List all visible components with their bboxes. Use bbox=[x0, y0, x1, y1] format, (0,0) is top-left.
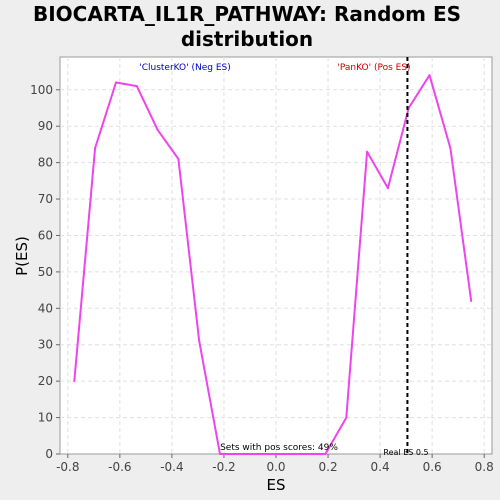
x-tick-label: 0.0 bbox=[266, 460, 285, 474]
chart-title-line-1: BIOCARTA_IL1R_PATHWAY: Random ES bbox=[33, 2, 461, 26]
data-point bbox=[94, 147, 97, 150]
es-distribution-line bbox=[73, 74, 473, 455]
data-point bbox=[281, 453, 284, 455]
data-point bbox=[219, 453, 222, 455]
x-tick-label: 0.6 bbox=[423, 460, 442, 474]
pos-scores-annotation: Sets with pos scores: 49% bbox=[220, 443, 338, 453]
y-tick-label: 100 bbox=[30, 83, 53, 97]
y-tick-label: 50 bbox=[38, 265, 53, 279]
data-point bbox=[449, 147, 452, 150]
x-tick-label: -0.4 bbox=[160, 460, 183, 474]
data-point bbox=[156, 128, 159, 131]
chart-title-line-2: distribution bbox=[181, 27, 313, 51]
neg-es-annotation: 'ClusterKO' (Neg ES) bbox=[139, 63, 231, 73]
data-point bbox=[470, 300, 473, 303]
y-tick-label: 80 bbox=[38, 156, 53, 170]
data-point bbox=[260, 453, 263, 455]
data-point bbox=[366, 150, 369, 153]
data-point bbox=[135, 85, 138, 88]
data-point bbox=[198, 340, 201, 343]
pos-es-annotation: 'PanKO' (Pos ES) bbox=[337, 63, 410, 73]
data-point bbox=[386, 187, 389, 190]
y-axis-ticks: 0 10 20 30 40 50 60 70 80 90 100 bbox=[30, 83, 60, 461]
y-tick-label: 0 bbox=[45, 447, 53, 461]
x-tick-label: 0.4 bbox=[371, 460, 390, 474]
x-axis-ticks: -0.8 -0.6 -0.4 -0.2 0.0 0.2 0.4 0.6 0.8 bbox=[56, 454, 494, 474]
x-tick-label: 0.8 bbox=[475, 460, 494, 474]
x-tick-label: -0.8 bbox=[56, 460, 79, 474]
y-tick-label: 20 bbox=[38, 374, 53, 388]
y-tick-label: 10 bbox=[38, 411, 53, 425]
y-tick-label: 70 bbox=[38, 192, 53, 206]
data-point bbox=[177, 157, 180, 160]
data-point bbox=[114, 81, 117, 84]
x-tick-label: 0.2 bbox=[319, 460, 338, 474]
real-es-label: Real ES 0.5 bbox=[383, 448, 428, 457]
y-tick-label: 40 bbox=[38, 301, 53, 315]
data-point bbox=[428, 74, 431, 77]
data-point bbox=[73, 380, 76, 383]
y-axis-label: P(ES) bbox=[13, 236, 31, 276]
y-tick-label: 60 bbox=[38, 228, 53, 242]
data-point bbox=[239, 453, 242, 455]
data-point bbox=[324, 453, 327, 455]
x-tick-label: -0.6 bbox=[108, 460, 131, 474]
x-axis-label: ES bbox=[267, 476, 286, 494]
data-point bbox=[345, 416, 348, 419]
y-tick-label: 90 bbox=[38, 119, 53, 133]
data-point bbox=[302, 453, 305, 455]
x-tick-label: -0.2 bbox=[212, 460, 235, 474]
y-tick-label: 30 bbox=[38, 338, 53, 352]
